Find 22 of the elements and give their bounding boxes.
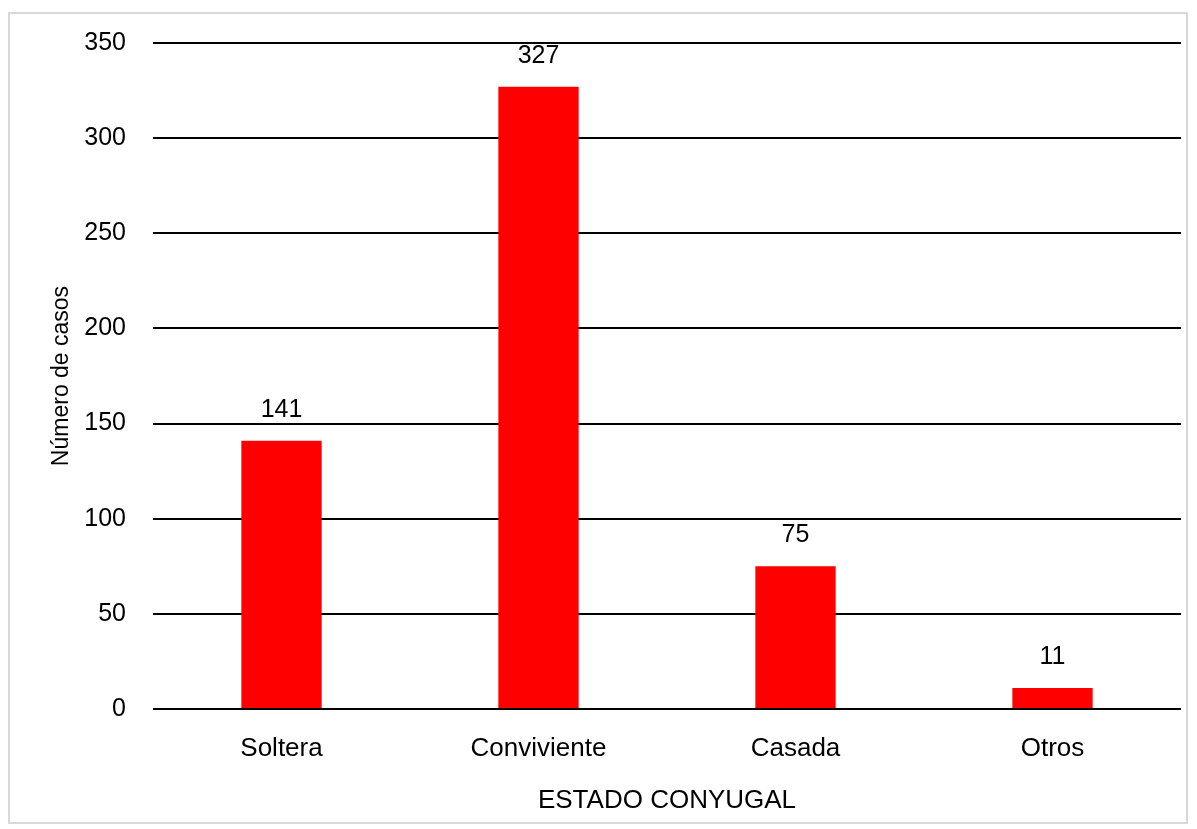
y-tick-label: 0 xyxy=(112,692,126,721)
y-tick-label: 350 xyxy=(84,26,126,55)
bar xyxy=(1012,688,1093,708)
x-tick-label: Soltera xyxy=(240,731,324,762)
bar xyxy=(498,86,579,708)
x-tick-label: Otros xyxy=(1020,731,1085,762)
y-tick-label: 50 xyxy=(98,597,126,626)
data-label: 327 xyxy=(517,39,560,68)
y-tick-label: 100 xyxy=(84,502,126,531)
data-label: 141 xyxy=(260,393,303,422)
data-label: 75 xyxy=(781,519,810,548)
y-tick-label: 200 xyxy=(84,312,126,341)
y-tick-label: 150 xyxy=(84,407,126,436)
data-label: 11 xyxy=(1039,641,1066,670)
x-tick-label: Casada xyxy=(750,731,841,762)
y-tick-label: 250 xyxy=(84,217,126,246)
y-axis-title: Número de casos xyxy=(47,285,74,467)
x-tick-label: Conviviente xyxy=(470,731,607,762)
bar xyxy=(241,440,322,708)
y-tick-label: 300 xyxy=(84,122,126,151)
x-axis-title: ESTADO CONYUGAL xyxy=(537,783,797,814)
bar xyxy=(755,566,836,708)
